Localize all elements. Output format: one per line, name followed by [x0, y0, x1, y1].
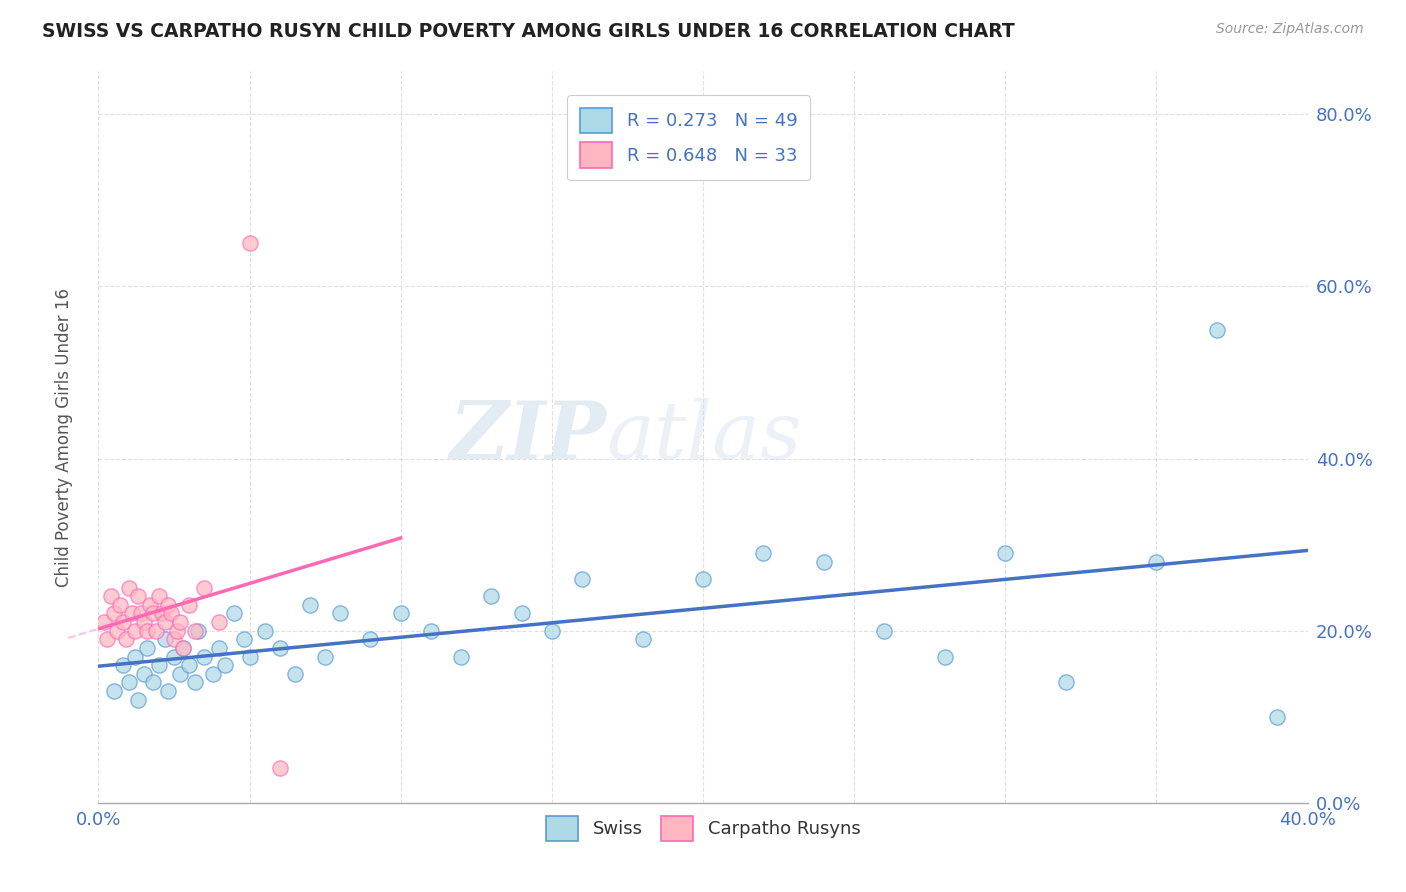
Point — [103, 684, 125, 698]
Point — [571, 572, 593, 586]
Text: atlas: atlas — [606, 399, 801, 475]
Point — [100, 589, 122, 603]
Point — [124, 624, 146, 638]
Point — [692, 572, 714, 586]
Point — [150, 607, 173, 621]
Point — [269, 640, 291, 655]
Point — [163, 632, 186, 647]
Point — [160, 607, 183, 621]
Point — [145, 624, 167, 638]
Point — [139, 598, 162, 612]
Point — [389, 607, 412, 621]
Point — [994, 546, 1017, 560]
Point — [873, 624, 896, 638]
Point — [103, 607, 125, 621]
Point — [510, 607, 533, 621]
Point — [934, 649, 956, 664]
Text: Source: ZipAtlas.com: Source: ZipAtlas.com — [1216, 22, 1364, 37]
Y-axis label: Child Poverty Among Girls Under 16: Child Poverty Among Girls Under 16 — [55, 287, 73, 587]
Point — [135, 624, 157, 638]
Point — [121, 607, 143, 621]
Point — [269, 761, 291, 775]
Point — [214, 658, 236, 673]
Point — [208, 615, 231, 629]
Point — [193, 581, 215, 595]
Point — [169, 666, 191, 681]
Point — [132, 615, 155, 629]
Point — [187, 624, 209, 638]
Point — [142, 675, 165, 690]
Point — [184, 624, 207, 638]
Point — [114, 632, 136, 647]
Point — [148, 658, 170, 673]
Point — [163, 649, 186, 664]
Point — [169, 615, 191, 629]
Point — [96, 632, 118, 647]
Point — [179, 598, 201, 612]
Point — [108, 598, 131, 612]
Point — [481, 589, 503, 603]
Point — [118, 675, 141, 690]
Point — [184, 675, 207, 690]
Point — [284, 666, 307, 681]
Point — [540, 624, 562, 638]
Point — [1267, 710, 1289, 724]
Point — [156, 684, 179, 698]
Point — [129, 607, 152, 621]
Point — [118, 581, 141, 595]
Point — [631, 632, 654, 647]
Point — [148, 589, 170, 603]
Text: SWISS VS CARPATHO RUSYN CHILD POVERTY AMONG GIRLS UNDER 16 CORRELATION CHART: SWISS VS CARPATHO RUSYN CHILD POVERTY AM… — [42, 22, 1015, 41]
Point — [111, 615, 134, 629]
Point — [132, 666, 155, 681]
Point — [299, 598, 322, 612]
Point — [239, 236, 262, 251]
Point — [232, 632, 254, 647]
Point — [111, 658, 134, 673]
Point — [172, 640, 194, 655]
Point — [179, 658, 201, 673]
Point — [202, 666, 225, 681]
Point — [1144, 555, 1167, 569]
Point — [153, 615, 176, 629]
Point — [142, 607, 165, 621]
Point — [166, 624, 188, 638]
Point — [420, 624, 443, 638]
Legend: Swiss, Carpatho Rusyns: Swiss, Carpatho Rusyns — [538, 809, 868, 848]
Point — [93, 615, 115, 629]
Point — [153, 632, 176, 647]
Point — [135, 640, 157, 655]
Point — [253, 624, 276, 638]
Point — [752, 546, 775, 560]
Point — [127, 692, 149, 706]
Point — [224, 607, 246, 621]
Point — [156, 598, 179, 612]
Text: ZIP: ZIP — [450, 399, 606, 475]
Point — [239, 649, 262, 664]
Point — [124, 649, 146, 664]
Point — [329, 607, 352, 621]
Point — [1206, 322, 1229, 336]
Point — [208, 640, 231, 655]
Point — [314, 649, 336, 664]
Point — [105, 624, 128, 638]
Point — [813, 555, 835, 569]
Point — [450, 649, 472, 664]
Point — [360, 632, 382, 647]
Point — [193, 649, 215, 664]
Point — [172, 640, 194, 655]
Point — [1054, 675, 1077, 690]
Point — [127, 589, 149, 603]
